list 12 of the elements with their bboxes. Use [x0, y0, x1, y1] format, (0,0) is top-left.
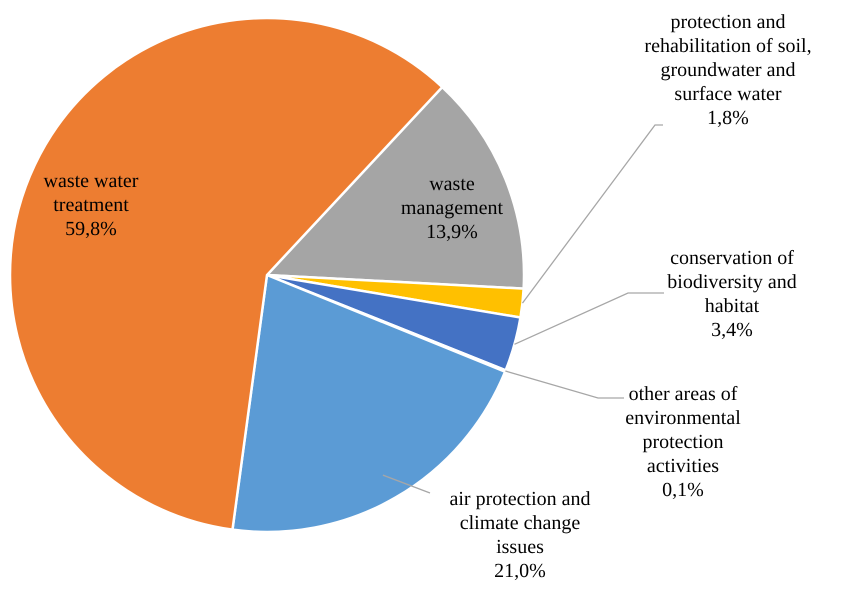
slice-label: conservation of biodiversity and habitat: [667, 247, 797, 317]
slice-label: other areas of environmental protection activities: [625, 383, 742, 477]
data-label: 0,1%: [662, 479, 704, 501]
data-label: 3,4%: [711, 319, 753, 341]
data-label: 1,8%: [707, 107, 749, 129]
data-label: 13,9%: [426, 221, 478, 243]
slice-label: protection and rehabilitation of soil, groundwater and surface water: [644, 11, 812, 105]
data-label: 21,0%: [494, 560, 546, 582]
slice-label: waste management: [400, 173, 504, 219]
data-label: 59,8%: [65, 218, 117, 240]
slice-label: waste water treatment: [44, 170, 139, 216]
slice-label: air protection and climate change issues: [449, 488, 591, 558]
